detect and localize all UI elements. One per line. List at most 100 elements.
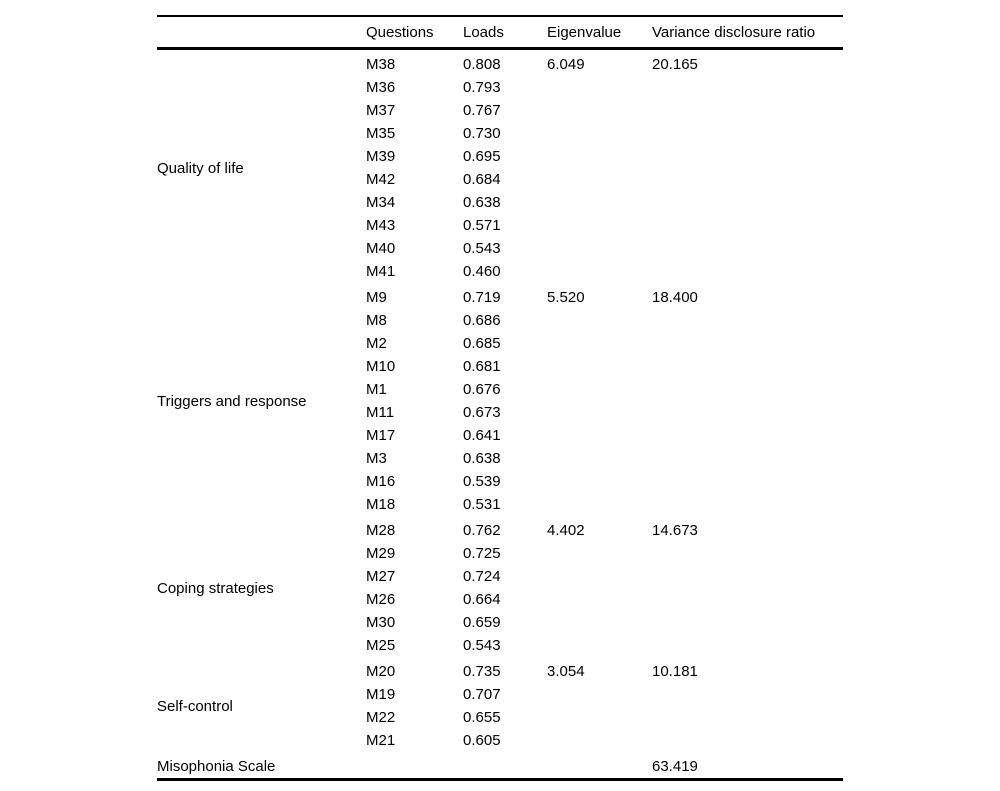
variance-cell [652, 611, 843, 634]
question-cell: M27 [366, 568, 396, 585]
table-row: M25 0.543 [157, 634, 843, 657]
question-cell: M17 [366, 427, 396, 444]
variance-cell [652, 332, 843, 355]
variance-cell [652, 260, 843, 283]
header-questions: Questions [366, 16, 463, 50]
load-cell: 0.808 [463, 56, 501, 73]
eigenvalue-cell [547, 565, 652, 588]
variance-cell [652, 565, 843, 588]
load-cell [463, 752, 547, 780]
question-cell [366, 752, 463, 780]
eigenvalue-cell [547, 634, 652, 657]
table-row: M11 0.673 [157, 401, 843, 424]
factor-cell: Self-control [157, 697, 233, 715]
load-cell: 0.730 [463, 125, 501, 142]
factor-analysis-table-container: Questions Loads Eigenvalue Variance disc… [157, 15, 843, 781]
table-row: M19 0.707 [157, 683, 843, 706]
load-cell: 0.460 [463, 263, 501, 280]
variance-cell: 20.165 [652, 56, 698, 73]
table-row: M18 0.531 [157, 493, 843, 516]
load-cell: 0.638 [463, 450, 501, 467]
eigenvalue-cell [547, 145, 652, 168]
eigenvalue-cell [547, 122, 652, 145]
factor-cell: Coping strategies [157, 579, 274, 597]
question-cell: M39 [366, 148, 396, 165]
table-row: M34 0.638 [157, 191, 843, 214]
table-row: M10 0.681 [157, 355, 843, 378]
load-cell: 0.762 [463, 522, 501, 539]
load-cell: 0.641 [463, 427, 501, 444]
eigenvalue-cell [547, 401, 652, 424]
load-cell: 0.707 [463, 686, 501, 703]
question-cell: M25 [366, 637, 396, 654]
load-cell: 0.695 [463, 148, 501, 165]
eigenvalue-cell [547, 683, 652, 706]
eigenvalue-cell [547, 752, 652, 780]
eigenvalue-cell [547, 447, 652, 470]
question-cell: M18 [366, 496, 396, 513]
load-cell: 0.684 [463, 171, 501, 188]
table-row: M21 0.605 [157, 729, 843, 752]
variance-cell: 10.181 [652, 663, 698, 680]
question-cell: M38 [366, 56, 396, 73]
table-row: M40 0.543 [157, 237, 843, 260]
question-cell: M16 [366, 473, 396, 490]
table-row: M37 0.767 [157, 99, 843, 122]
question-cell: M2 [366, 335, 387, 352]
eigenvalue-cell [547, 355, 652, 378]
load-cell: 0.543 [463, 637, 501, 654]
question-cell: M41 [366, 263, 396, 280]
question-cell: M36 [366, 79, 396, 96]
table-row: M16 0.539 [157, 470, 843, 493]
load-cell: 0.719 [463, 289, 501, 306]
table-row: M36 0.793 [157, 76, 843, 99]
variance-cell: 18.400 [652, 289, 698, 306]
variance-cell: 14.673 [652, 522, 698, 539]
variance-cell [652, 470, 843, 493]
table-row: M3 0.638 [157, 447, 843, 470]
load-cell: 0.531 [463, 496, 501, 513]
factor-analysis-table: Questions Loads Eigenvalue Variance disc… [157, 15, 843, 781]
load-cell: 0.659 [463, 614, 501, 631]
table-row: M29 0.725 [157, 542, 843, 565]
eigenvalue-cell [547, 542, 652, 565]
header-factor [157, 16, 366, 50]
eigenvalue-cell [547, 378, 652, 401]
eigenvalue-cell [547, 332, 652, 355]
variance-cell: 63.419 [652, 758, 698, 775]
eigenvalue-cell [547, 470, 652, 493]
variance-cell [652, 191, 843, 214]
table-row: M42 0.684 [157, 168, 843, 191]
eigenvalue-cell [547, 588, 652, 611]
table-row: M17 0.641 [157, 424, 843, 447]
variance-cell [652, 99, 843, 122]
eigenvalue-cell [547, 493, 652, 516]
question-cell: M20 [366, 663, 396, 680]
question-cell: M40 [366, 240, 396, 257]
load-cell: 0.685 [463, 335, 501, 352]
variance-cell [652, 122, 843, 145]
question-cell: M37 [366, 102, 396, 119]
eigenvalue-cell [547, 611, 652, 634]
load-cell: 0.664 [463, 591, 501, 608]
load-cell: 0.543 [463, 240, 501, 257]
question-cell: M11 [366, 404, 395, 421]
load-cell: 0.605 [463, 732, 501, 749]
question-cell: M3 [366, 450, 387, 467]
table-row: M35 0.730 [157, 122, 843, 145]
load-cell: 0.676 [463, 381, 501, 398]
question-cell: M1 [366, 381, 387, 398]
load-cell: 0.735 [463, 663, 501, 680]
variance-cell [652, 542, 843, 565]
load-cell: 0.724 [463, 568, 501, 585]
question-cell: M26 [366, 591, 396, 608]
table-row: M43 0.571 [157, 214, 843, 237]
eigenvalue-cell [547, 260, 652, 283]
load-cell: 0.725 [463, 545, 501, 562]
question-cell: M29 [366, 545, 396, 562]
eigenvalue-cell [547, 729, 652, 752]
eigenvalue-cell: 6.049 [547, 56, 585, 73]
table-row: M2 0.685 [157, 332, 843, 355]
question-cell: M19 [366, 686, 396, 703]
load-cell: 0.793 [463, 79, 501, 96]
